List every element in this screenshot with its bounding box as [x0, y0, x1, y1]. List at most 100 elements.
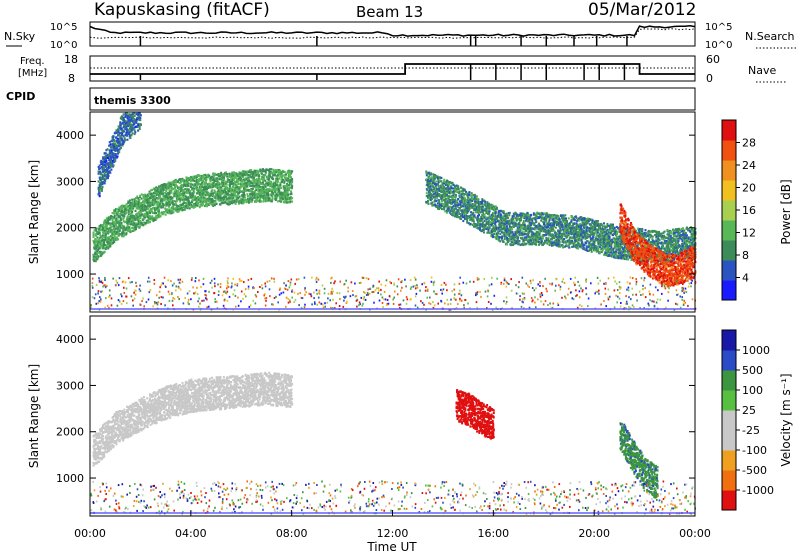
power-cell [102, 164, 104, 167]
power-cell [240, 184, 243, 187]
power-cell [93, 253, 96, 256]
power-cell [131, 202, 134, 205]
freq-label: Freq. [20, 56, 45, 67]
power-cell [472, 211, 475, 214]
power-cell [172, 192, 175, 195]
power-cell [260, 175, 263, 178]
power-cell [94, 241, 97, 244]
power-cell [126, 138, 129, 141]
power-cell [113, 139, 116, 142]
power-cell [164, 198, 167, 201]
power-cell [249, 192, 252, 196]
power-cell [140, 223, 143, 227]
power-cell [151, 188, 154, 191]
power-cell [133, 129, 136, 132]
power-cell [212, 204, 215, 207]
power-cell [265, 199, 268, 203]
power-cell [224, 193, 227, 196]
power-cell [239, 176, 242, 179]
power-cell [290, 172, 292, 175]
power-cell [145, 196, 148, 199]
power-cell [267, 192, 270, 195]
power-cell [172, 203, 174, 206]
power-cell [206, 188, 209, 191]
power-cell [538, 222, 540, 225]
power-cell [274, 194, 277, 197]
power-cell [163, 183, 166, 186]
power-cell [127, 120, 130, 124]
power-cell [204, 173, 207, 176]
power-cell [275, 187, 278, 190]
power-cell [180, 187, 183, 190]
power-cell [154, 198, 157, 201]
power-cell [197, 192, 200, 195]
power-cell [141, 207, 144, 210]
power-cell [287, 184, 290, 187]
power-cell [119, 126, 122, 129]
power-cell [215, 183, 218, 186]
power-cell [222, 198, 225, 201]
power-cell [111, 234, 113, 237]
power-cell [132, 218, 135, 221]
power-cell [205, 187, 207, 190]
power-cell [114, 154, 117, 157]
power-cell [241, 179, 244, 182]
power-cell [208, 174, 211, 177]
power-cell [426, 201, 429, 204]
power-cell [234, 193, 236, 196]
power-cell [241, 174, 244, 177]
power-cell [97, 247, 100, 250]
power-cell [427, 178, 429, 181]
power-cell [139, 114, 142, 117]
power-cell [93, 257, 96, 260]
power-cell [112, 239, 115, 242]
power-cell [114, 209, 117, 212]
power-cell [215, 193, 217, 196]
power-cell [277, 185, 280, 188]
power-cell [114, 157, 117, 160]
power-cell [162, 213, 165, 216]
power-cell [119, 135, 122, 138]
power-cell [252, 193, 255, 196]
power-cell [272, 183, 275, 186]
power-cell [137, 197, 140, 200]
power-cell [126, 225, 129, 228]
power-cell [110, 149, 113, 152]
power-cell [202, 179, 205, 182]
power-cell [457, 188, 460, 191]
power-cell [106, 216, 109, 219]
power-cell [127, 213, 130, 216]
power-cell [176, 195, 179, 198]
power-cell [97, 245, 100, 248]
power-cell [135, 200, 137, 203]
power-cell [280, 193, 283, 196]
power-cell [119, 220, 122, 223]
power-cell [264, 195, 267, 198]
power-cell [220, 187, 223, 190]
power-cell [253, 181, 256, 184]
power-cell [108, 237, 111, 240]
power-cell [256, 179, 259, 182]
power-cell [119, 122, 122, 126]
power-cell [152, 218, 155, 221]
power-cell [286, 193, 289, 196]
power-cell [261, 196, 264, 199]
power-cell [125, 112, 128, 115]
power-cell [251, 198, 254, 201]
power-cell [262, 168, 264, 171]
power-cell [135, 119, 138, 122]
power-cell [289, 193, 292, 196]
power-cell [260, 200, 263, 203]
power-cell [261, 177, 264, 180]
power-cell [231, 189, 234, 192]
power-cell [428, 198, 431, 201]
power-cell [144, 216, 146, 219]
power-cell [164, 185, 167, 188]
power-cell [108, 229, 111, 232]
power-cell [238, 195, 241, 198]
power-cell [146, 199, 149, 202]
power-cell [287, 171, 290, 174]
power-cell [433, 204, 436, 207]
power-cell [225, 194, 228, 197]
